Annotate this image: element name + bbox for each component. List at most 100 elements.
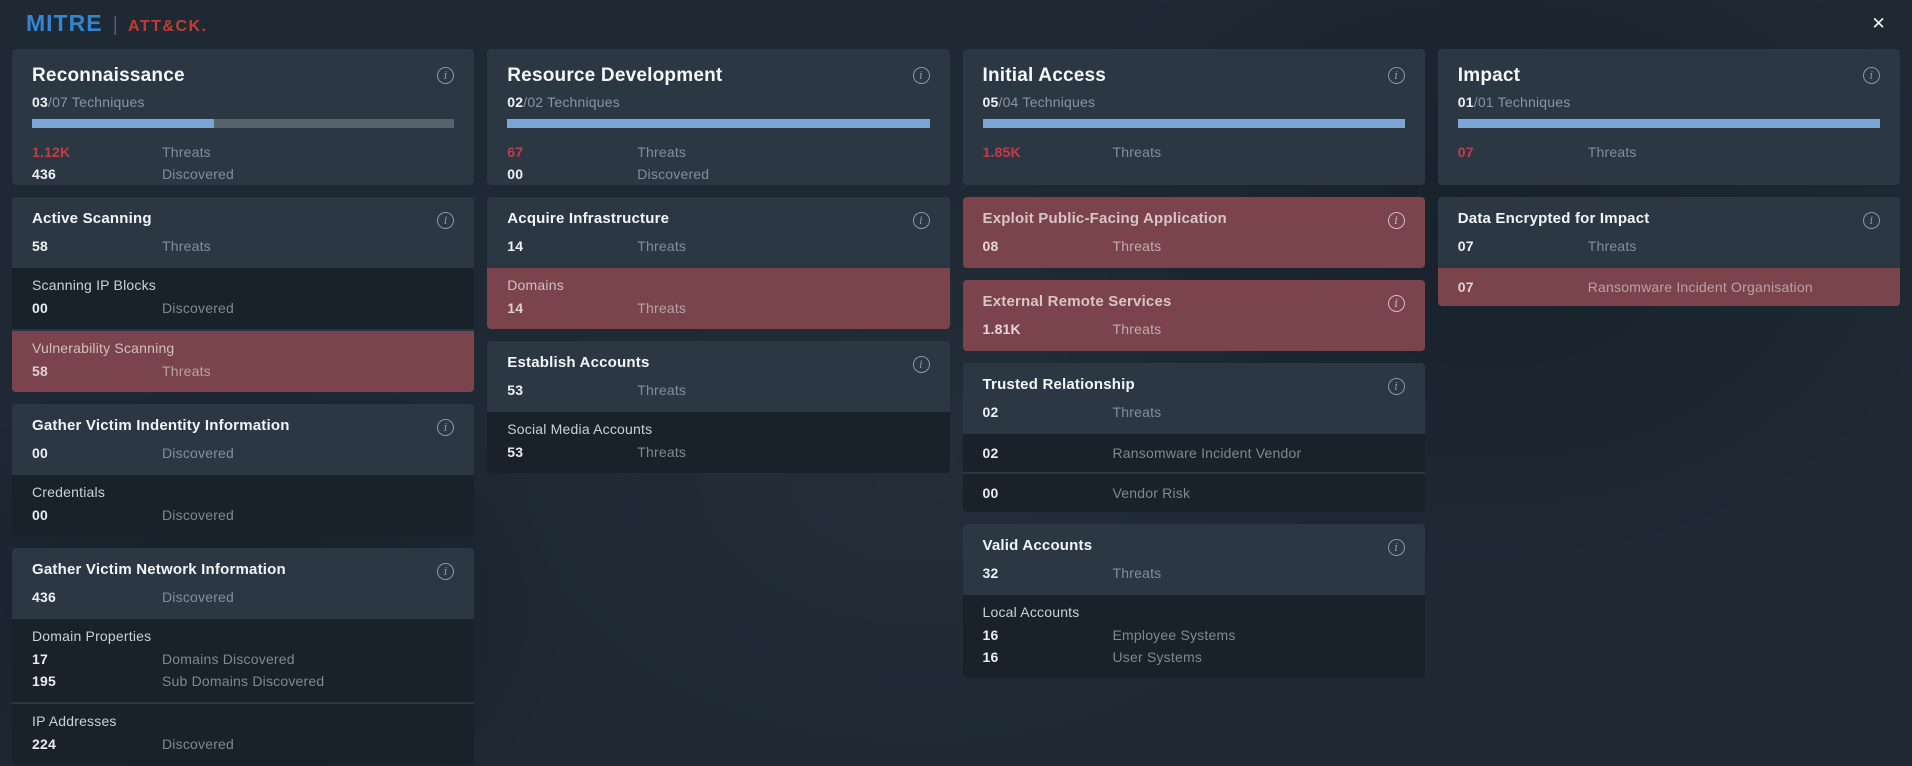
stat-label: Threats <box>1112 144 1162 160</box>
techniques-progress-bar <box>1457 119 1880 128</box>
stat-value: 07 <box>1457 238 1474 254</box>
sub-row-title: Scanning IP Blocks <box>32 277 156 293</box>
technique-card-establish-accounts[interactable]: Establish Accounts53ThreatsSocial Media … <box>487 341 950 473</box>
stat-label: Discovered <box>162 300 235 316</box>
close-icon[interactable] <box>1872 15 1886 32</box>
info-icon[interactable] <box>437 67 455 84</box>
sub-technique-rows: Credentials 00 Discovered <box>12 475 475 536</box>
stat-row: 00 Discovered <box>32 442 454 464</box>
info-icon[interactable] <box>1387 67 1405 84</box>
stat-label: Threats <box>162 363 211 379</box>
stat-row: 32 Threats <box>983 562 1405 584</box>
technique-card-acquire-infrastructure[interactable]: Acquire Infrastructure 14 Threats Domains 14… <box>487 197 950 329</box>
sub-row-domains[interactable]: Domains 14 Threats <box>487 268 950 329</box>
tactic-card-initial-access[interactable]: Initial Access 05/04 Techniques 1.85K Threa… <box>962 49 1425 185</box>
sub-row-social-media-accounts[interactable]: Social Media Accounts 53 Threats <box>487 412 950 473</box>
card-header-row: Exploit Public-Facing Application <box>983 210 1405 229</box>
sub-row-title: Domain Properties <box>32 628 152 644</box>
sub-row-domain-properties[interactable]: Domain Properties 17 Domains Discovered 195… <box>12 619 475 702</box>
techniques-progress-bar <box>32 119 455 128</box>
technique-card-data-encrypted-for-impact[interactable]: Data Encrypted for Impact 07 Threats 07 Rans… <box>1437 197 1900 306</box>
info-icon[interactable] <box>912 212 930 229</box>
info-icon[interactable] <box>912 67 930 84</box>
card-header-row: Valid Accounts <box>983 537 1405 556</box>
progress-fill <box>507 119 930 128</box>
info-icon[interactable] <box>1863 212 1880 229</box>
info-icon[interactable] <box>1387 212 1405 229</box>
card-header-row: Acquire Infrastructure <box>507 210 930 229</box>
stat-value: 436 <box>32 166 56 182</box>
card-header-row: Reconnaissance <box>32 65 455 87</box>
stat-label: Threats <box>637 444 687 460</box>
stat-value: 00 <box>982 485 999 501</box>
tactic-card-reconnaissance[interactable]: Reconnaissance 03/07 Techniques 1.12K Threa… <box>12 49 475 185</box>
sub-row-ransomware-incident-organisation[interactable]: 07 Ransomware Incident Organisation <box>1437 268 1900 306</box>
stat-value: 17 <box>32 651 48 667</box>
stat-label: Ransomware Incident Vendor <box>1112 445 1302 461</box>
info-icon[interactable] <box>1863 67 1880 84</box>
tactic-card-impact[interactable]: Impact 01/01 Techniques 07 Threats <box>1437 49 1900 185</box>
sub-technique-rows: Scanning IP Blocks 00 Discovered Vulnerabil… <box>12 268 475 392</box>
stat-row: 1.85K Threats <box>983 141 1405 163</box>
stat-label: Threats <box>1112 404 1162 420</box>
stat-row: 436 Discovered <box>32 163 454 185</box>
card-header-row: External Remote Services <box>983 293 1405 312</box>
techniques-count: 05/04 Techniques <box>983 94 1405 110</box>
stat-row: 02 Threats <box>983 401 1405 423</box>
progress-fill <box>32 119 214 128</box>
stat-label: Threats <box>1587 144 1637 160</box>
tactic-stats: 1.85K Threats <box>983 141 1405 163</box>
stat-label: Threats <box>162 238 211 254</box>
sub-row-title: Vulnerability Scanning <box>32 340 175 356</box>
stat-row: 07 Threats <box>1458 141 1880 163</box>
technique-title: Valid Accounts <box>982 537 1093 554</box>
techniques-count: 01/01 Techniques <box>1458 94 1880 110</box>
info-icon[interactable] <box>437 563 455 580</box>
tactic-column-initial-access: Initial Access 05/04 Techniques 1.85K Threa… <box>962 49 1425 678</box>
stat-label: Threats <box>637 238 687 254</box>
technique-title: Active Scanning <box>32 210 152 227</box>
stat-value: 14 <box>507 238 524 254</box>
info-icon[interactable] <box>1387 539 1405 556</box>
info-icon[interactable] <box>1387 295 1405 312</box>
stat-value: 436 <box>32 589 56 605</box>
info-icon[interactable] <box>437 212 455 229</box>
card-header-row: Resource Development <box>507 65 930 87</box>
stat-label: Discovered <box>162 736 235 752</box>
tactic-stats: 1.12K Threats 436 Discovered <box>32 141 454 185</box>
sub-row-ip-addresses[interactable]: IP Addresses 224 Discovered <box>12 704 475 765</box>
card-header-row: Impact <box>1458 65 1880 87</box>
technique-card-exploit-public-facing-application[interactable]: Exploit Public-Facing Application 08 Threa… <box>962 197 1425 268</box>
sub-row-vendor-risk[interactable]: 00 Vendor Risk <box>962 474 1425 512</box>
info-icon[interactable] <box>1387 378 1405 395</box>
stat-label: Sub Domains Discovered <box>162 673 325 689</box>
info-icon[interactable] <box>437 419 455 436</box>
top-bar: MITRE | ATT&CK. <box>0 0 1912 46</box>
card-header-row: Gather Victim Network Information <box>32 561 455 580</box>
stat-row: 00 Discovered <box>32 297 454 319</box>
technique-card-gather-victim-indentity-information[interactable]: Gather Victim Indentity Information 00 Dis… <box>12 404 475 536</box>
tactic-card-resource-development[interactable]: Resource Development 02/02 Techniques 67 Th… <box>487 49 950 185</box>
stat-row: 08 Threats <box>983 235 1405 257</box>
stat-value: 16 <box>982 627 999 643</box>
tactic-stats: 67 Threats 00 Discovered <box>507 141 929 185</box>
technique-card-active-scanning[interactable]: Active Scanning58ThreatsScanning IP Bloc… <box>12 197 475 392</box>
sub-row-local-accounts[interactable]: Local Accounts 16 Employee Systems 16 User S… <box>962 595 1425 678</box>
technique-card-valid-accounts[interactable]: Valid Accounts 32 Threats Local Accounts 16 E… <box>962 524 1425 678</box>
progress-fill <box>982 119 1405 128</box>
sub-row-scanning-ip-blocks[interactable]: Scanning IP Blocks 00 Discovered <box>12 268 475 329</box>
technique-card-external-remote-services[interactable]: External Remote Services 1.81K Threats <box>962 280 1425 351</box>
technique-card-trusted-relationship[interactable]: Trusted Relationship 02 Threats 02 Ransomwar… <box>962 363 1425 512</box>
info-icon[interactable] <box>912 356 930 373</box>
technique-card-gather-victim-network-information[interactable]: Gather Victim Network Information 436 Disc… <box>12 548 475 765</box>
sub-row-vulnerability-scanning[interactable]: Vulnerability Scanning 58 Threats <box>12 331 475 392</box>
stat-row: 02 Ransomware Incident Vendor <box>983 442 1405 464</box>
stat-value: 53 <box>507 444 524 460</box>
tactic-title: Resource Development <box>507 65 723 86</box>
stat-row: 14 Threats <box>507 235 929 257</box>
stat-value: 00 <box>32 300 48 316</box>
stat-value: 67 <box>507 144 524 160</box>
sub-row-ransomware-incident-vendor[interactable]: 02 Ransomware Incident Vendor <box>962 434 1425 472</box>
sub-row-credentials[interactable]: Credentials 00 Discovered <box>12 475 475 536</box>
